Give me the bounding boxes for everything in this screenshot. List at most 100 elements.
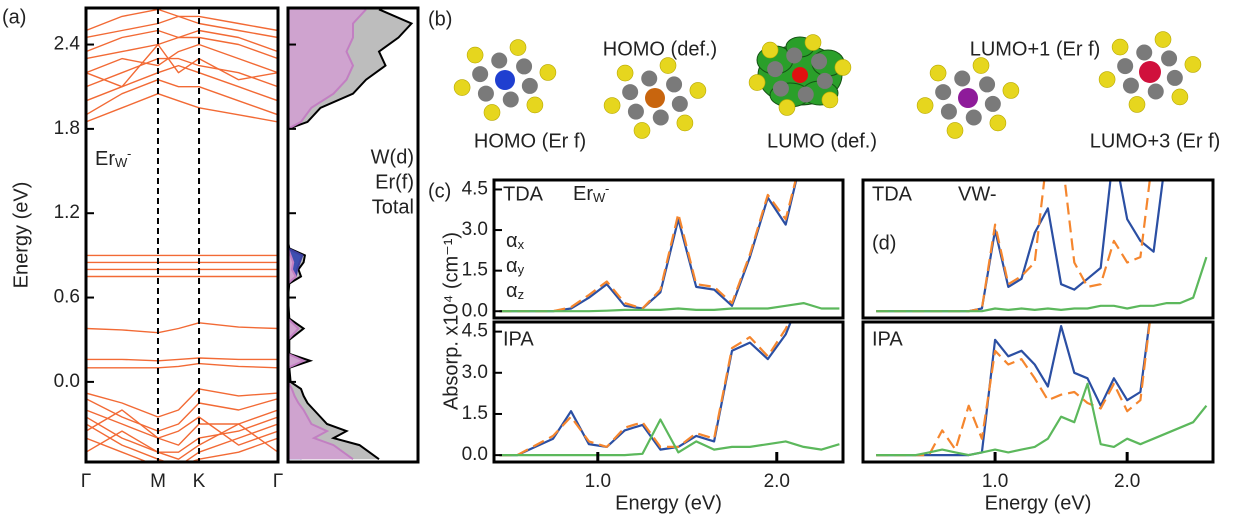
atom-w	[966, 110, 982, 126]
atom-w	[1136, 44, 1152, 60]
atom-s	[690, 82, 706, 98]
series-line	[499, 149, 803, 311]
atom-w	[1123, 78, 1139, 94]
legend-label: αx	[506, 230, 525, 252]
y-tick-label: 4.5	[462, 178, 488, 199]
x-tick-label: K	[193, 471, 206, 492]
atom-s	[1099, 72, 1115, 88]
atom-w	[622, 84, 638, 100]
series-line	[876, 149, 1153, 311]
y-axis-label: Energy (eV)	[10, 182, 32, 289]
y-tick-label: 0.0	[54, 371, 80, 392]
y-tick-label: 1.2	[54, 202, 80, 223]
atom-w	[641, 70, 657, 86]
y-tick-label: 0.0	[462, 300, 488, 321]
annotation: IPA	[872, 328, 903, 350]
legend-label: αz	[506, 280, 524, 302]
legend-label: Total	[372, 196, 414, 218]
molecule	[1099, 32, 1201, 113]
atom-s	[822, 92, 838, 108]
annotation: ErW-	[573, 181, 609, 205]
annotation: ErW-	[95, 146, 131, 170]
annotation: TDA	[872, 183, 913, 205]
atom-s	[1172, 89, 1188, 105]
x-tick-label: M	[150, 471, 166, 492]
orbital-label: LUMO+1 (Er f)	[970, 38, 1101, 60]
atom-s	[634, 122, 650, 138]
atom-s	[617, 65, 633, 81]
series-line	[876, 149, 1167, 311]
y-tick-label: 4.5	[462, 321, 488, 342]
atom-er	[792, 67, 808, 83]
x-axis-label: Energy (eV)	[615, 492, 722, 514]
page: (a) (b) (c) (d) HOMO (Er f) HOMO (def.) …	[0, 0, 1250, 519]
y-tick-label: 2.4	[54, 34, 81, 55]
atom-w	[979, 76, 995, 92]
atom-s	[749, 75, 765, 91]
atom-w	[941, 104, 957, 120]
atom-w	[798, 87, 814, 103]
atom-w	[1161, 50, 1177, 66]
panel-label: (b)	[428, 8, 452, 30]
atom-w	[666, 76, 682, 92]
series-line	[876, 384, 1206, 455]
plot-area	[876, 290, 1206, 455]
panel-label: (a)	[2, 6, 26, 28]
legend-label: αy	[506, 255, 525, 277]
annotation: TDA	[503, 183, 544, 205]
atom-w	[767, 61, 783, 77]
atom-s	[660, 58, 676, 74]
atom-w	[478, 86, 494, 102]
molecule	[454, 40, 556, 121]
molecule	[917, 58, 1019, 139]
atom-s	[484, 104, 500, 120]
atom-s	[454, 80, 470, 96]
orbital-lobe	[1139, 61, 1161, 83]
series-line	[499, 303, 839, 311]
plot-area	[499, 290, 839, 455]
series-line	[86, 9, 278, 30]
series-line	[86, 323, 278, 333]
series-line	[86, 358, 278, 361]
series-line	[876, 290, 1153, 455]
atom-s	[917, 98, 933, 114]
x-axis-label: Energy (eV)	[985, 492, 1092, 514]
series-line	[876, 290, 1153, 455]
y-tick-label: 1.5	[462, 403, 488, 424]
atom-w	[811, 53, 827, 69]
atom-s	[527, 97, 543, 113]
x-tick-label: 1.0	[585, 471, 611, 492]
orbital-label: HOMO (Er f)	[474, 130, 586, 152]
orbital-lobe	[958, 88, 978, 108]
y-axis-label: Absorp. x10⁴ (cm⁻¹)	[440, 232, 462, 410]
atom-s	[779, 99, 795, 115]
atom-s	[930, 65, 946, 81]
atom-w	[786, 47, 802, 63]
series-line	[86, 364, 278, 368]
x-tick-label: 2.0	[1114, 471, 1140, 492]
orbital-label: LUMO (def.)	[767, 130, 877, 152]
atom-w	[1117, 58, 1133, 74]
y-tick-label: 3.0	[462, 362, 488, 383]
atom-s	[973, 58, 989, 74]
plot-area	[876, 149, 1206, 311]
plot-area	[86, 9, 278, 466]
orbital-label: HOMO (def.)	[603, 38, 717, 60]
atom-w	[522, 78, 538, 94]
atom-w	[516, 58, 532, 74]
atom-w	[985, 96, 1001, 112]
atom-s	[1112, 39, 1128, 55]
y-tick-label: 1.5	[462, 260, 488, 281]
atom-w	[503, 92, 519, 108]
atom-s	[510, 40, 526, 56]
atom-w	[773, 81, 789, 97]
atom-s	[762, 42, 778, 58]
orbital-label: LUMO+3 (Er f)	[1090, 130, 1221, 152]
series-line	[86, 80, 278, 115]
atom-w	[1148, 84, 1164, 100]
y-tick-label: 3.0	[462, 219, 488, 240]
series-line	[86, 424, 278, 466]
plot-area	[499, 149, 839, 311]
annotation: VW-	[958, 183, 997, 205]
series-line	[876, 257, 1206, 311]
